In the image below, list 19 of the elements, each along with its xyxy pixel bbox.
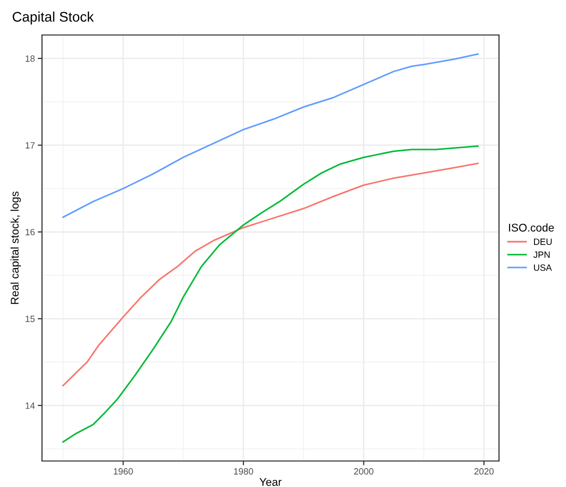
y-tick-label: 16 [26,228,35,236]
legend-label: USA [534,264,552,271]
chart-title: Capital Stock [12,12,94,24]
legend-title: ISO.code [509,223,554,232]
line-series [62,53,479,218]
legend-label: DEU [534,238,552,245]
y-tick-label: 18 [26,55,35,62]
line-series [62,145,479,443]
x-tick-label: 1980 [234,468,254,475]
x-tick-label: 2000 [354,468,374,475]
x-tick-label: 2020 [474,468,494,475]
legend-label: JPN [533,252,550,258]
y-tick-label: 14 [26,402,35,409]
y-tick-label: 15 [26,316,35,322]
y-axis-title: Real capital stock, logs [10,192,21,304]
y-tick-label: 17 [26,142,35,148]
x-tick-label: 1960 [114,468,133,475]
line-series [62,162,479,386]
x-axis-title: Year [260,478,282,486]
